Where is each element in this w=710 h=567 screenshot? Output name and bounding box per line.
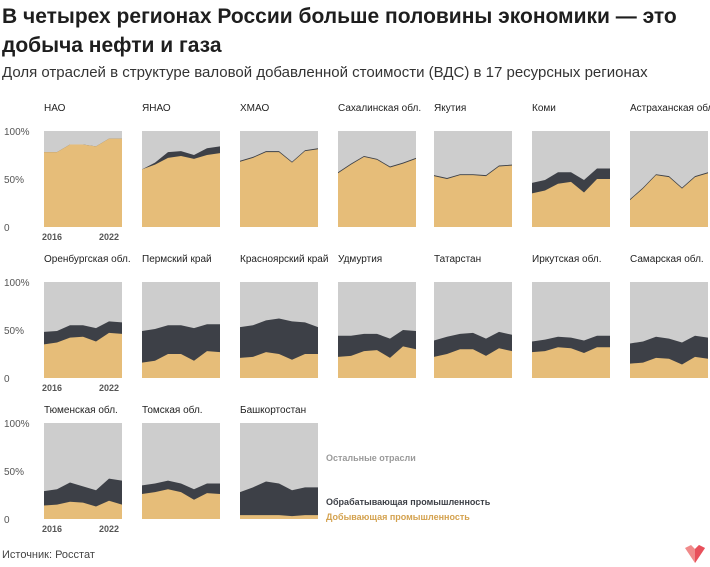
region-chart [338,131,416,227]
x-tick-label: 2022 [99,524,119,534]
area-mining [630,356,708,378]
source-note: Источник: Росстат [2,549,95,561]
area-mining [142,153,220,227]
area-mining [338,346,416,378]
legend-other: Остальные отрасли [326,453,416,463]
region-label: Самарская обл. [630,254,704,265]
region-label: Красноярский край [240,254,329,265]
region-chart [44,131,122,227]
region-label: ХМАО [240,103,270,114]
region-label: Иркутская обл. [532,254,602,265]
chart-subtitle: Доля отраслей в структуре валовой добавл… [2,64,648,81]
area-mining [142,489,220,519]
x-tick-label: 2022 [99,232,119,242]
y-tick-label: 100% [4,127,30,138]
area-mining [434,348,512,378]
area-mining [142,351,220,378]
x-tick-label: 2016 [42,524,62,534]
area-mining [44,138,122,227]
area-manufacturing [240,481,318,519]
y-tick-label: 0 [4,515,10,526]
region-label: Сахалинская обл. [338,103,422,114]
region-chart [630,282,708,378]
region-label: Башкортостан [240,405,307,416]
y-tick-label: 50% [4,467,24,478]
region-chart [338,282,416,378]
region-label: Якутия [434,103,467,114]
y-tick-label: 100% [4,419,30,430]
x-tick-label: 2022 [99,383,119,393]
region-label: ЯНАО [142,103,171,114]
area-mining [240,352,318,378]
area-mining [630,173,708,227]
brand-logo [685,545,705,563]
region-label: Астраханская обл. [630,103,710,114]
region-label: Оренбургская обл. [44,254,131,265]
area-mining [240,149,318,227]
region-label: Томская обл. [142,405,203,416]
area-mining [338,156,416,227]
area-mining [44,332,122,378]
y-tick-label: 50% [4,175,24,186]
region-chart [532,131,610,227]
x-tick-label: 2016 [42,232,62,242]
region-chart [142,423,220,519]
area-mining [44,500,122,519]
region-label: Коми [532,103,556,114]
region-label: Тюменская обл. [44,405,118,416]
y-tick-label: 0 [4,374,10,385]
region-chart [240,282,318,378]
region-label: Пермский край [142,254,212,265]
legend-manufacturing: Обрабатывающая промышленность [326,497,491,507]
region-label: Татарстан [434,254,482,265]
region-chart [532,282,610,378]
y-tick-label: 50% [4,326,24,337]
region-chart [44,423,122,519]
legend-mining: Добывающая промышленность [326,512,470,522]
area-mining [434,165,512,227]
region-chart [142,282,220,378]
area-mining [240,515,318,519]
chart-title: В четырех регионах России больше половин… [2,5,677,57]
region-label: Удмуртия [338,254,383,265]
area-mining [532,347,610,378]
y-tick-label: 0 [4,223,10,234]
region-chart [240,423,318,519]
region-label: НАО [44,103,66,114]
y-tick-label: 100% [4,278,30,289]
region-chart [142,131,220,227]
region-chart [44,282,122,378]
x-tick-label: 2016 [42,383,62,393]
region-chart [434,131,512,227]
area-mining [532,179,610,227]
region-chart [630,131,708,227]
region-chart [434,282,512,378]
region-chart [240,131,318,227]
